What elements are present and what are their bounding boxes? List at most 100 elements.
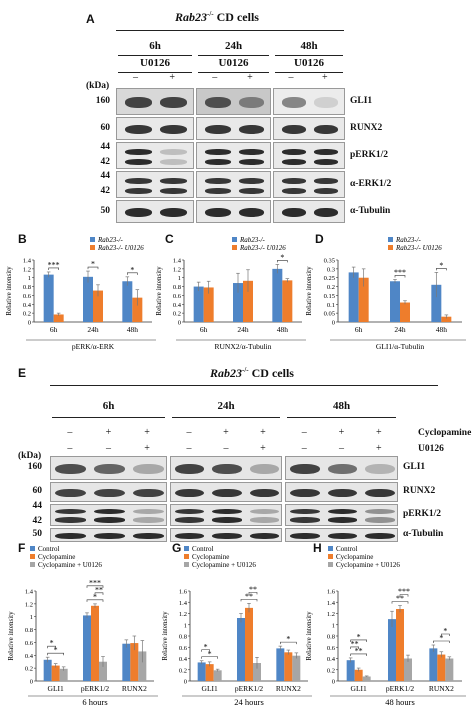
significance-bracket bbox=[48, 267, 59, 270]
western-blot-strip bbox=[170, 528, 282, 542]
bar bbox=[348, 272, 359, 322]
panel-e-time-rule bbox=[287, 417, 396, 418]
panel-e-u0126-sign: – bbox=[223, 443, 229, 454]
bar bbox=[429, 648, 438, 681]
significance-label: * bbox=[439, 634, 443, 643]
significance-label: *** bbox=[89, 578, 101, 587]
protein-band bbox=[55, 508, 86, 515]
y-tick-label: 0.2 bbox=[23, 311, 31, 318]
panel-a-time-rule bbox=[118, 55, 192, 56]
significance-bracket bbox=[87, 266, 99, 270]
x-tick-label: 6h bbox=[200, 325, 208, 334]
bar bbox=[53, 314, 64, 322]
significance-label: ** bbox=[95, 585, 103, 594]
panel-e-u0126-sign: – bbox=[186, 443, 192, 454]
protein-band bbox=[365, 508, 395, 515]
legend-swatch bbox=[90, 245, 95, 250]
panel-e-u0126-sign: + bbox=[260, 443, 266, 454]
bar bbox=[292, 655, 301, 681]
panel-a-mw-label: 44 bbox=[100, 171, 111, 181]
y-tick-label: 0 bbox=[184, 679, 187, 686]
bar bbox=[213, 670, 222, 681]
panel-a-letter: A bbox=[86, 12, 95, 26]
panel-a-mw-label: 42 bbox=[100, 186, 111, 196]
panel-e-cyclo-sign: + bbox=[105, 427, 112, 438]
x-tick-label: 24h bbox=[237, 325, 249, 334]
protein-band bbox=[94, 463, 125, 475]
panel-e-title: Rab23-/- CD cells bbox=[210, 366, 294, 380]
western-blot-strip bbox=[170, 504, 282, 526]
y-tick-label: 0.6 bbox=[179, 645, 188, 652]
significance-label: * bbox=[286, 635, 290, 644]
legend-label: Cyclopamine bbox=[336, 553, 373, 561]
western-blot-strip bbox=[50, 528, 167, 542]
y-tick-label: 0.8 bbox=[23, 284, 31, 291]
legend-swatch bbox=[184, 554, 189, 559]
protein-band bbox=[125, 124, 152, 135]
panel-e-time-label: 48h bbox=[332, 400, 351, 412]
panel-e-cyclo-sign: + bbox=[338, 427, 345, 438]
protein-band bbox=[365, 463, 395, 475]
panel-a-treatment-label: U0126 bbox=[140, 57, 170, 69]
protein-band bbox=[205, 187, 231, 194]
legend-label: Cyclopamine bbox=[192, 553, 229, 561]
western-blot-strip bbox=[116, 171, 194, 198]
bar bbox=[437, 654, 446, 681]
protein-band bbox=[212, 463, 242, 475]
bar bbox=[205, 664, 214, 681]
western-blot-strip bbox=[285, 528, 398, 542]
panel-a-mw-label: 160 bbox=[95, 95, 110, 106]
x-tick-label: pERK1/2 bbox=[386, 684, 415, 693]
legend-label: Rab23-/- bbox=[239, 236, 266, 244]
panel-e-cyclo-label: Cyclopamine bbox=[418, 428, 472, 438]
significance-bracket bbox=[436, 268, 447, 271]
protein-band bbox=[365, 532, 395, 540]
y-tick-label: 0 bbox=[332, 679, 335, 686]
legend-label: Cyclopamine bbox=[38, 553, 75, 561]
panel-e-protein-label: pERK1/2 bbox=[403, 509, 442, 519]
protein-band bbox=[55, 488, 86, 498]
protein-band bbox=[238, 97, 264, 108]
x-axis-label: 6 hours bbox=[82, 697, 107, 707]
y-tick-label: 0.35 bbox=[324, 258, 335, 265]
y-tick-label: 1.4 bbox=[23, 258, 32, 265]
bar bbox=[245, 607, 253, 681]
protein-band bbox=[314, 187, 338, 194]
panel-a-sign-plus: + bbox=[322, 72, 328, 83]
y-tick-label: 0 bbox=[28, 320, 31, 327]
x-tick-label: 24h bbox=[394, 325, 406, 334]
significance-bracket bbox=[350, 653, 367, 656]
panel-e-letter: E bbox=[18, 366, 27, 380]
significance-bracket bbox=[394, 275, 406, 278]
protein-band bbox=[314, 97, 338, 108]
y-tick-label: 1.4 bbox=[173, 258, 182, 265]
x-tick-label: 6h bbox=[50, 325, 58, 334]
bar bbox=[122, 281, 133, 322]
x-tick-label: 48h bbox=[127, 325, 139, 334]
bar bbox=[346, 660, 355, 681]
protein-band bbox=[238, 207, 264, 218]
y-tick-label: 0.25 bbox=[324, 275, 335, 282]
protein-band bbox=[133, 517, 164, 523]
significance-label: *** bbox=[48, 260, 60, 269]
panel-a-time-label: 6h bbox=[149, 40, 161, 52]
y-tick-label: 1 bbox=[30, 614, 33, 621]
panel-e-cyclo-sign: – bbox=[301, 427, 307, 438]
panel-a-treatment-rule bbox=[275, 72, 343, 73]
protein-band bbox=[365, 488, 395, 498]
legend-swatch bbox=[184, 546, 189, 551]
protein-band bbox=[94, 488, 125, 498]
protein-band bbox=[249, 463, 279, 475]
panel-a-time-label: 24h bbox=[224, 40, 243, 52]
panel-a-sign-plus: + bbox=[169, 72, 175, 83]
significance-label: ** bbox=[351, 639, 359, 648]
bar bbox=[243, 280, 253, 322]
protein-band bbox=[282, 148, 306, 155]
bar bbox=[197, 662, 206, 681]
y-axis-label: Relative intensity bbox=[161, 611, 169, 661]
significance-bracket bbox=[350, 646, 359, 649]
panel-e-cyclo-sign: – bbox=[67, 427, 73, 438]
chart-d: 0 0.05 0.1 0.15 0.2 0.25 0.30.35 Relative inten… bbox=[305, 236, 466, 351]
western-blot-strip bbox=[196, 200, 271, 223]
protein-band bbox=[249, 517, 279, 523]
